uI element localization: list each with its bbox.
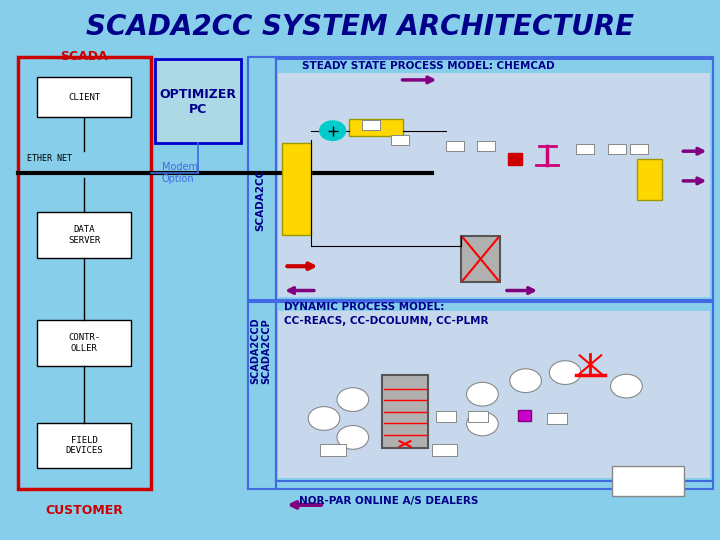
Text: DATA
SERVER: DATA SERVER	[68, 225, 100, 245]
Text: SCADA2CC: SCADA2CC	[256, 168, 266, 231]
Circle shape	[467, 412, 498, 436]
Text: NOR-PAR ONLINE A/S DEALERS: NOR-PAR ONLINE A/S DEALERS	[299, 496, 478, 506]
FancyBboxPatch shape	[349, 119, 403, 136]
FancyBboxPatch shape	[37, 422, 131, 469]
FancyBboxPatch shape	[37, 77, 131, 117]
Text: Modem
Option: Modem Option	[162, 162, 198, 184]
FancyBboxPatch shape	[37, 320, 131, 366]
Circle shape	[510, 369, 541, 393]
FancyBboxPatch shape	[248, 57, 713, 489]
FancyBboxPatch shape	[477, 141, 495, 151]
FancyBboxPatch shape	[547, 413, 567, 424]
FancyBboxPatch shape	[468, 411, 488, 422]
FancyBboxPatch shape	[630, 144, 648, 154]
FancyBboxPatch shape	[508, 153, 522, 165]
Text: CLIENT: CLIENT	[68, 93, 100, 102]
FancyBboxPatch shape	[320, 444, 346, 456]
FancyBboxPatch shape	[37, 212, 131, 258]
FancyBboxPatch shape	[278, 73, 710, 297]
Circle shape	[611, 374, 642, 398]
FancyBboxPatch shape	[18, 57, 151, 489]
Text: FIELD
DEVICES: FIELD DEVICES	[66, 436, 103, 455]
FancyBboxPatch shape	[637, 159, 662, 200]
Text: CONTR-
OLLER: CONTR- OLLER	[68, 333, 100, 353]
FancyBboxPatch shape	[248, 57, 276, 300]
Text: SCADA2CC SYSTEM ARCHITECTURE: SCADA2CC SYSTEM ARCHITECTURE	[86, 13, 634, 41]
FancyBboxPatch shape	[278, 310, 710, 478]
FancyBboxPatch shape	[391, 135, 409, 145]
Text: CUSTOMER: CUSTOMER	[45, 504, 123, 517]
FancyBboxPatch shape	[608, 144, 626, 154]
FancyBboxPatch shape	[248, 302, 276, 489]
Circle shape	[337, 388, 369, 411]
Text: SCADA: SCADA	[60, 50, 108, 63]
Text: ETHER NET: ETHER NET	[27, 154, 72, 163]
Text: CC-REACS, CC-DCOLUMN, CC-PLMR: CC-REACS, CC-DCOLUMN, CC-PLMR	[284, 316, 489, 326]
Circle shape	[467, 382, 498, 406]
FancyBboxPatch shape	[282, 143, 311, 235]
Text: OPTIMIZER
PC: OPTIMIZER PC	[160, 87, 236, 116]
Text: SCADA2CCD
SCADA2CCP: SCADA2CCD SCADA2CCP	[250, 318, 271, 384]
FancyBboxPatch shape	[518, 410, 531, 421]
FancyBboxPatch shape	[576, 144, 594, 154]
FancyBboxPatch shape	[461, 236, 500, 282]
FancyBboxPatch shape	[612, 466, 684, 496]
Circle shape	[320, 121, 346, 140]
FancyBboxPatch shape	[155, 59, 241, 143]
FancyBboxPatch shape	[446, 141, 464, 151]
Circle shape	[337, 426, 369, 449]
FancyBboxPatch shape	[362, 120, 380, 130]
FancyBboxPatch shape	[436, 411, 456, 422]
Text: STEADY STATE PROCESS MODEL: CHEMCAD: STEADY STATE PROCESS MODEL: CHEMCAD	[302, 61, 554, 71]
FancyBboxPatch shape	[432, 444, 457, 456]
FancyBboxPatch shape	[382, 375, 428, 448]
Circle shape	[308, 407, 340, 430]
Text: DYNAMIC PROCESS MODEL:: DYNAMIC PROCESS MODEL:	[284, 302, 445, 312]
Circle shape	[549, 361, 581, 384]
